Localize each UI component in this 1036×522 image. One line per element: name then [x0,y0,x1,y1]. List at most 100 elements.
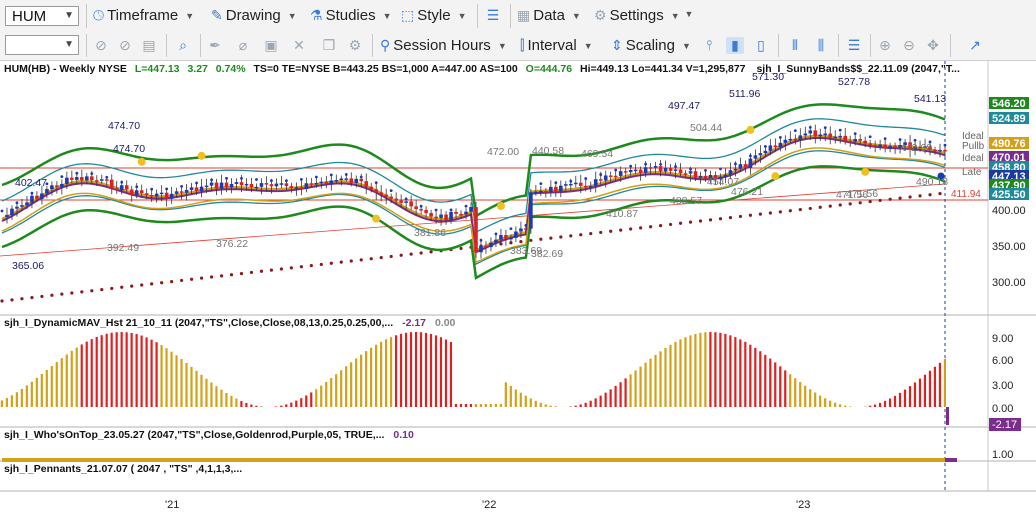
candlestick-icon[interactable]: ▮ [726,37,744,54]
volume-bars-icon[interactable]: ⦀ [791,37,799,53]
candle-body [793,138,798,141]
histogram-bar [180,359,183,407]
trailing-dot [419,204,423,208]
drawing-button[interactable]: ✎ Drawing ▼ [211,7,297,24]
candle-body [768,145,773,151]
candle-body [154,193,159,197]
candle-body [908,142,912,150]
candle-body [329,180,334,185]
whosontop-value: 0.10 [393,429,414,441]
histogram-bar [459,404,463,407]
candle-body [544,190,548,193]
candle-body [878,144,882,147]
hollow-candle-icon[interactable]: ▯ [757,37,765,53]
studies-label: Studies [325,7,376,24]
price-annotation: 471.56 [846,188,878,200]
long-ma-dot [419,251,423,255]
histogram-bar [419,332,423,407]
interval-button[interactable]: ⫿ Interval ▼ [520,37,593,54]
trailing-dot [749,154,752,158]
link-icon[interactable]: ⊘ [95,37,107,53]
histogram-bar [210,382,213,407]
trailing-dot [374,181,378,185]
histogram-bar [544,404,547,407]
timeframe-button[interactable]: 🕓︎ Timeframe ▼ [93,7,194,24]
eraser-icon[interactable]: ✕ [293,37,305,53]
price-annotation: 488.57 [670,195,702,207]
long-ma-dot [219,274,224,278]
scaling-button[interactable]: ⇕ Scaling ▼ [611,37,691,54]
studies-button[interactable]: ⚗ Studies ▼ [310,7,392,24]
chart-canvas[interactable]: HUM(HB) - Weekly NYSE L=447.13 3.27 0.74… [0,61,1036,522]
trailing-dot [599,173,603,176]
session-hours-button[interactable]: ⚲ Session Hours ▼ [380,37,507,54]
chevron-down-icon: ▼ [583,40,593,51]
chevron-down-icon: ▼ [497,40,507,51]
histogram-bar [679,339,682,407]
candle-body [419,208,423,211]
trailing-dot [823,126,827,129]
image-icon[interactable]: ▣ [264,37,278,53]
pan-icon[interactable]: ✥ [927,37,939,53]
histogram-value-badge: -2.17 [992,419,1017,431]
candle-body [364,181,369,187]
histogram-bar [938,362,942,407]
drawing-tool-combo[interactable]: ▼ [5,35,79,55]
candle-body [873,145,877,147]
page-icon[interactable]: ▤ [142,37,156,53]
clock-icon: 🕓︎ [93,7,105,23]
long-ma-dot [180,278,184,283]
price-plot[interactable] [0,61,988,491]
eyedropper-icon[interactable]: ✒ [209,37,221,53]
sunnybands-study-label: sjh_I_SunnyBands$$_22.11.09 (2047,"T... [756,63,960,75]
magnet-icon[interactable]: ⌀ [238,37,248,53]
price-annotation: 442.68 [900,142,932,154]
price-badge-bg [989,188,1029,200]
long-ma-dot [289,266,293,270]
long-ma-dot [299,265,303,269]
candle-body [539,190,543,193]
price-annotations: 474.70 474.70 402.47 392.49 365.06 376.22 381.… [12,71,948,272]
link-broken-icon[interactable]: ⊘ [119,37,131,53]
overflow-chevron-icon[interactable]: ▼ [684,9,694,19]
histogram-value-badge-bg [989,418,1021,431]
candle-body [608,175,613,177]
trailing-dot [554,181,558,185]
data-button[interactable]: ▦ Data ▼ [517,7,581,24]
hist-tick-3: 3.00 [992,380,1013,392]
add-chart-icon[interactable]: ↗ [969,37,981,53]
symbol-combo[interactable]: HUM ▼ [5,6,79,26]
divider [372,34,373,57]
candle-body [75,177,79,180]
zoom-in-icon[interactable]: ⊕ [879,37,891,53]
zoom-out-icon[interactable]: ⊖ [903,37,915,53]
chevron-down-icon: ▼ [64,10,74,21]
candle-body [334,180,339,182]
trailing-dot [359,175,363,179]
copy-icon[interactable]: ❐ [322,37,336,53]
long-ma-dot [888,197,892,201]
histogram-bar [594,398,597,407]
candle-body [843,135,848,142]
style-button[interactable]: ⬚ Style ▼ [401,7,467,24]
histogram-bar [699,332,702,407]
volume-profile-icon[interactable]: ⫼ [817,37,825,53]
pivot-marker [771,172,780,181]
hist-tick-6: 6.00 [992,355,1013,367]
zoom-icon[interactable]: ⌕ [179,37,187,53]
bar-chart-icon[interactable]: ⫯ [705,37,713,53]
long-ma-dot [848,202,852,206]
candle-body [60,183,64,187]
histogram-bar [135,334,138,407]
settings-button[interactable]: ⚙ Settings ▼ [594,7,680,24]
candle-body [284,183,289,187]
trailing-dot [479,238,483,242]
layout-icon[interactable]: ☰ [486,7,500,23]
trailing-dot [629,164,633,168]
side-label: Late [962,167,982,178]
layout-icon[interactable]: ☰ [847,37,861,53]
long-ma-dot [160,281,164,285]
chevron-down-icon: ▼ [571,10,581,21]
gear-icon[interactable]: ⚙ [348,37,362,53]
histogram-bar [60,358,63,407]
